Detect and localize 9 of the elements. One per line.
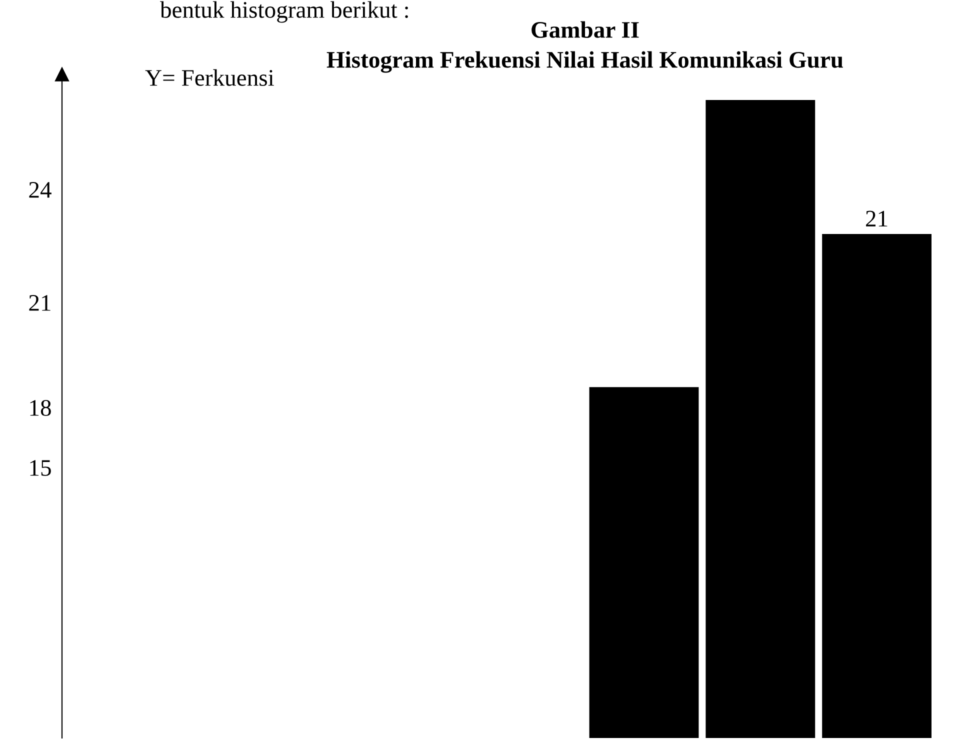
text: 24 [29, 182, 52, 198]
text: 21 [29, 295, 50, 311]
chart-title: Gambar II [532, 21, 639, 38]
annotation: 21 [866, 210, 888, 226]
chart-subtitle: Histogram Frekuensi Nilai Hasil Komunikasi Guru [326, 51, 843, 73]
text: Y= Ferkuensi [145, 69, 274, 86]
text: bentuk histogram berikut : [160, 1, 408, 23]
text: 18 [30, 400, 51, 416]
text: 15 [30, 460, 51, 476]
